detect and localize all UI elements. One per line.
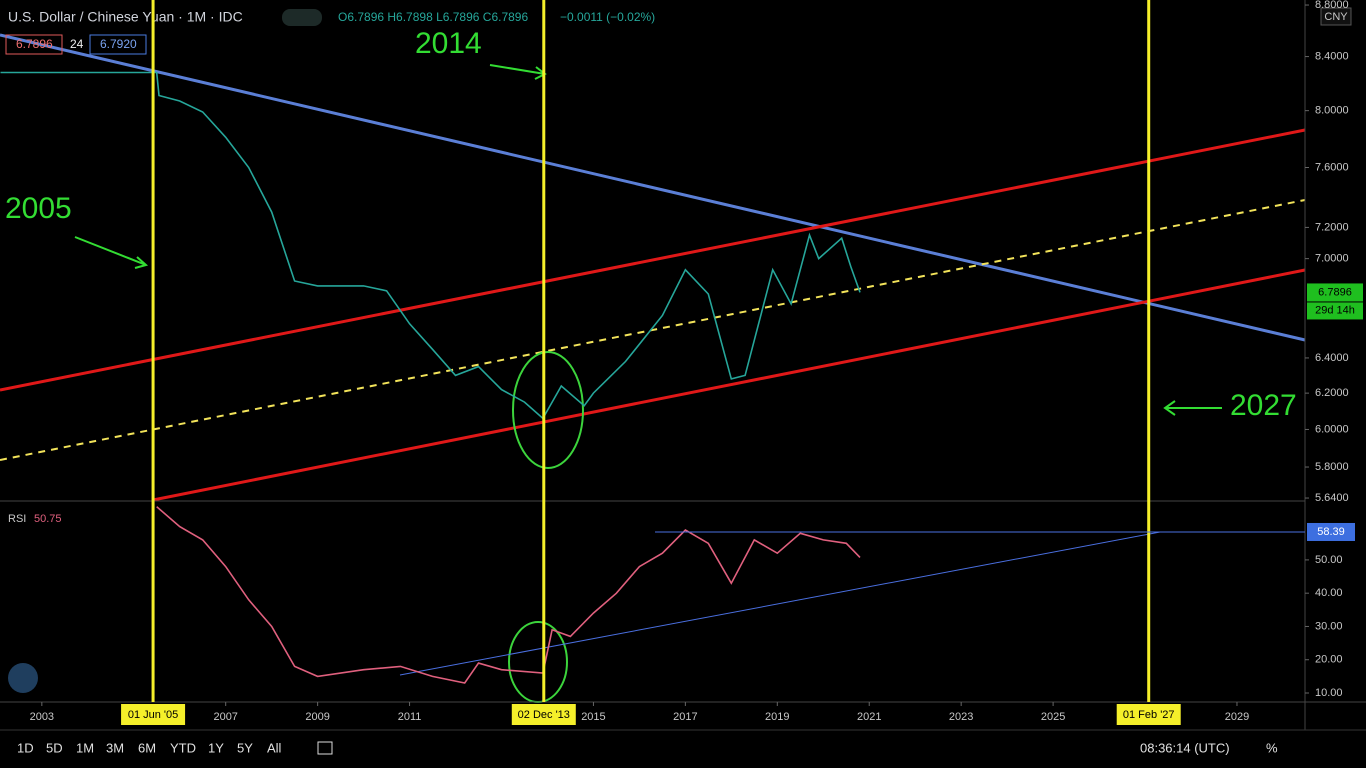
change: −0.0011 (−0.02%) [560,10,655,24]
range-button[interactable]: 5D [46,740,63,755]
compare-icon[interactable] [317,741,333,755]
marker-label-box [121,704,186,725]
range-button[interactable]: 1D [17,740,34,755]
sell-price[interactable]: 6.7896 [16,37,53,51]
rsi-title: RSI [8,513,26,525]
last-value: 6.7896 [1318,286,1352,298]
spread: 24 [70,37,84,51]
y-tick-label: 50.00 [1315,554,1343,566]
currency-box [1320,7,1352,26]
x-tick-label: 2025 [1041,711,1065,723]
price-line [156,506,861,684]
x-tick-label: 2021 [857,711,881,723]
x-tick-label: 2015 [581,711,605,723]
x-tick-label: 2009 [305,711,329,723]
drawings [0,33,1306,703]
marker-label-box [511,704,576,725]
marker-label: 01 Jun '05 [128,709,178,721]
currency: CNY [1324,11,1348,23]
range-button[interactable]: 1M [76,740,94,755]
countdown: 29d 14h [1315,304,1355,316]
percent-toggle[interactable]: % [1266,740,1278,755]
rsi-trend [399,531,1161,676]
y-tick-label: 30.00 [1315,620,1343,632]
annotation: 2027 [1230,389,1297,422]
y-tick-label: 40.00 [1315,587,1343,599]
y-tick-label: 7.2000 [1315,221,1349,233]
range-button[interactable]: All [267,740,282,755]
arrow [74,236,149,269]
x-tick-label: 2003 [30,711,54,723]
y-tick-label: 6.0000 [1315,423,1349,435]
status-pill [282,9,322,26]
y-tick-label: 6.2000 [1315,387,1349,399]
rsi-level-box [1307,522,1355,541]
highlight [512,351,584,469]
arrow [1163,400,1222,416]
y-tick-label: 20.00 [1315,654,1343,666]
x-tick-label: 2023 [949,711,973,723]
channel-lower [152,268,1306,502]
range-button[interactable]: 5Y [237,740,253,755]
y-tick-label: 8.8000 [1315,0,1349,11]
y-tick-label: 6.4000 [1315,352,1349,364]
y-tick-label: 5.6400 [1315,492,1349,504]
last-value-box [1307,283,1363,302]
marker-label: 01 Feb '27 [1123,709,1175,721]
x-tick-label: 2017 [673,711,697,723]
logo[interactable] [8,663,38,693]
price-line [0,71,861,420]
buy-box[interactable] [89,34,147,55]
y-tick-label: 7.6000 [1315,161,1349,173]
rsi-level: 58.39 [1317,526,1345,538]
x-tick-label: 2019 [765,711,789,723]
x-tick-label: 2029 [1225,711,1249,723]
y-tick-label: 7.0000 [1315,253,1349,265]
x-tick-label: 2011 [398,711,422,723]
buy-price[interactable]: 6.7920 [100,37,137,51]
annotation: 2014 [415,27,482,60]
y-tick-label: 8.0000 [1315,105,1349,117]
channel-upper [0,128,1306,392]
rsi-value: 50.75 [34,513,62,525]
toolbar: 08:36:14 (UTC) % [317,740,1278,755]
channel-mid [0,199,1306,461]
y-tick-label: 10.00 [1315,687,1343,699]
range-button[interactable]: YTD [170,740,196,755]
clock: 08:36:14 (UTC) [1140,740,1230,755]
marker-label-box [1116,704,1181,725]
trend-line [0,33,1306,342]
range-button[interactable]: 3M [106,740,124,755]
y-tick-label: 5.8000 [1315,461,1349,473]
ohlc: O6.7896 H6.7898 L6.7896 C6.7896 [338,10,528,24]
countdown-box [1307,302,1363,320]
y-tick-label: 8.4000 [1315,50,1349,62]
x-tick-label: 2007 [213,711,237,723]
range-button[interactable]: 1Y [208,740,224,755]
sell-box[interactable] [5,34,63,55]
annotation: 2005 [5,192,72,225]
range-button[interactable]: 6M [138,740,156,755]
symbol: U.S. Dollar / Chinese Yuan · 1M · IDC [8,9,243,25]
marker-label: 02 Dec '13 [518,709,570,721]
